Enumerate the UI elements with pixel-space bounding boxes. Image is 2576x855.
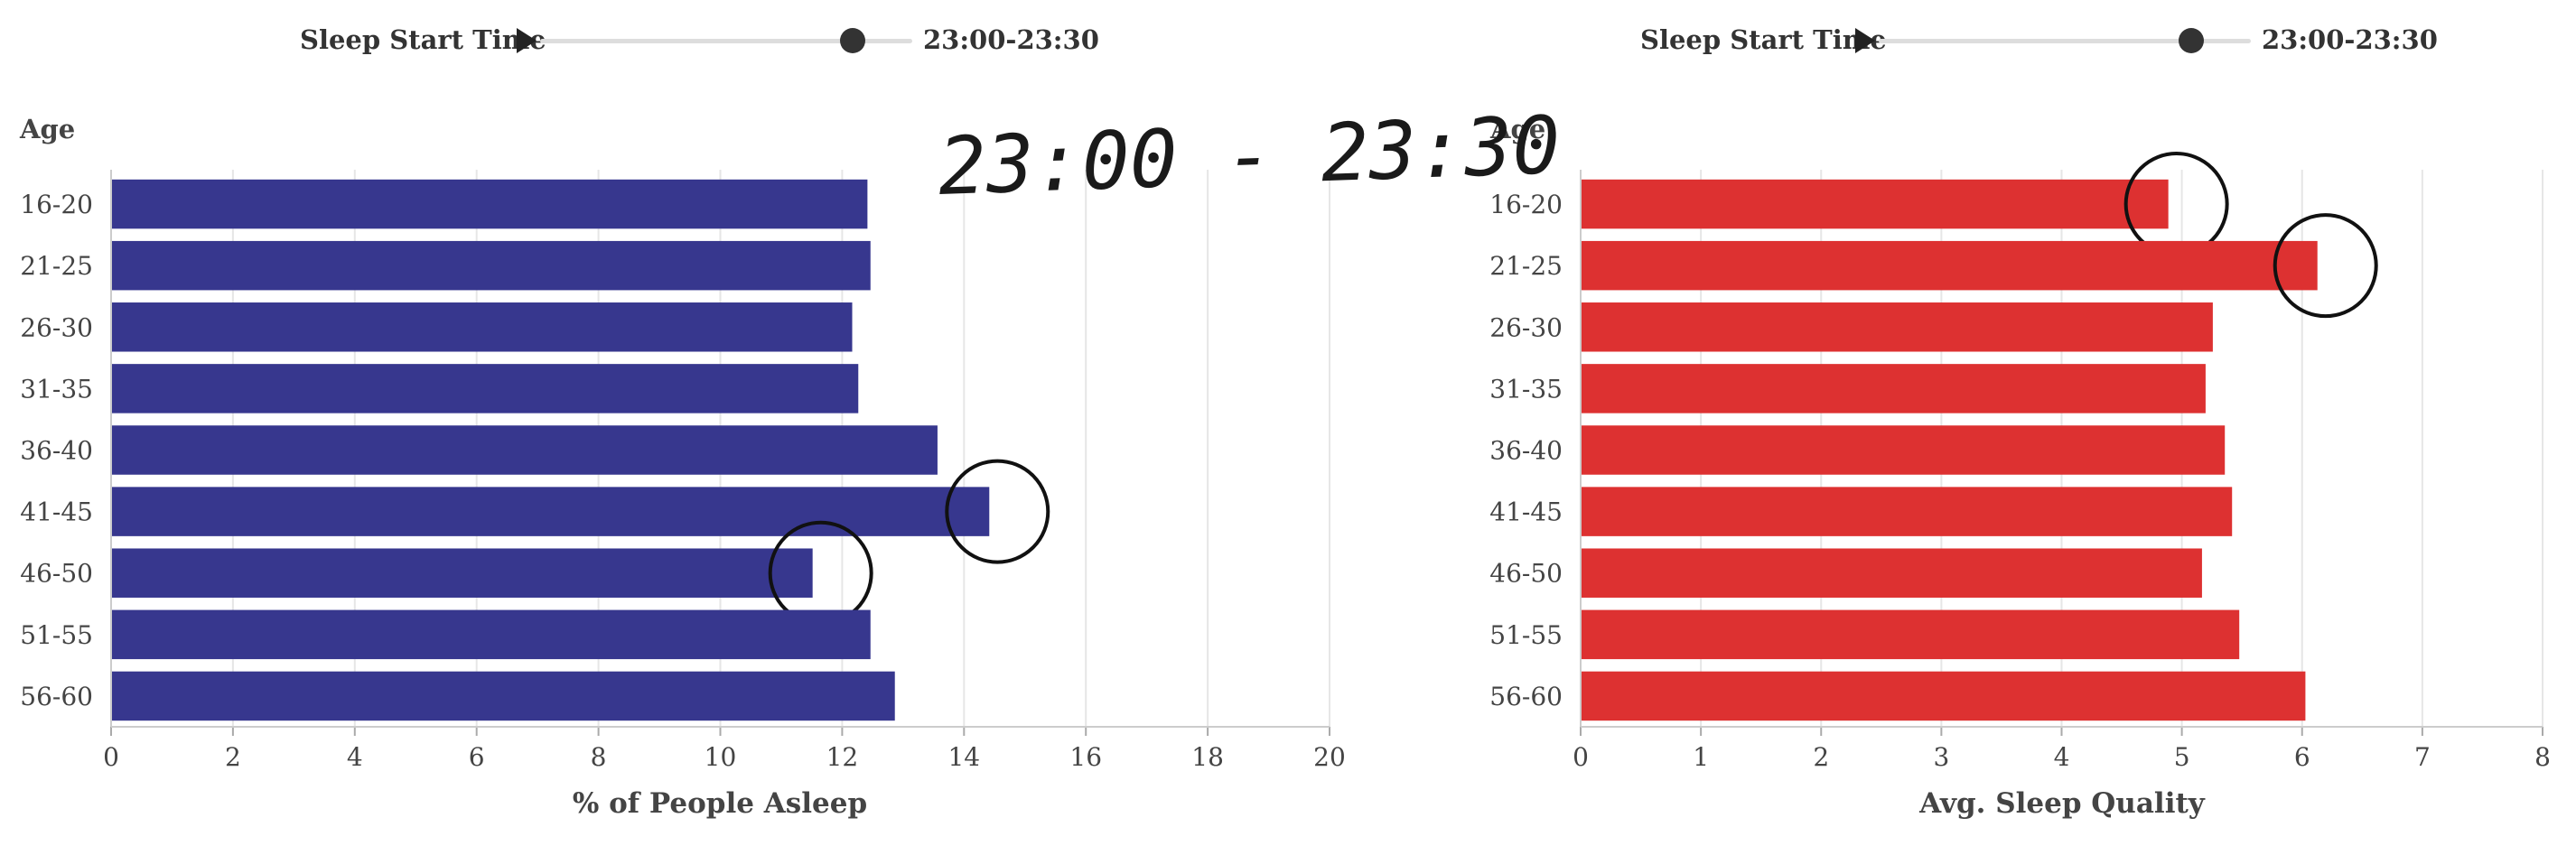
x-tick-label: 16 (1069, 742, 1102, 772)
y-tick-label: 16-20 (1489, 190, 1563, 219)
chart-sleep-quality: 0 1 2 3 4 5 6 7 8 Age Avg. Sleep Quality 16-20 21-25… (1489, 114, 2551, 820)
x-tick-label: 18 (1191, 742, 1224, 772)
x-tick-label: 6 (469, 742, 485, 772)
time-range-right: 23:00-23:30 (2262, 24, 2438, 55)
slider-track-left[interactable] (540, 39, 912, 43)
y-tick-label: 41-45 (20, 497, 93, 527)
right-panel: Sleep Start Time 23:00-23:30 (1288, 0, 2576, 855)
x-tick-label: 4 (2054, 742, 2070, 772)
bar (112, 609, 871, 660)
y-tick-label: 51-55 (1489, 620, 1563, 650)
y-tick-label: 26-30 (20, 312, 93, 342)
bar (1582, 487, 2233, 536)
y-tick-label: 36-40 (1489, 436, 1563, 466)
y-tick-label: 21-25 (1489, 251, 1563, 281)
x-axis-title: Avg. Sleep Quality (1918, 787, 2206, 820)
y-axis-title: Age (19, 114, 75, 144)
bar (1582, 425, 2226, 475)
x-tick-label: 12 (826, 742, 859, 772)
y-tick-label: 31-35 (20, 374, 93, 404)
bar (112, 671, 895, 721)
x-tick-label: 8 (2534, 742, 2551, 772)
x-axis-title: % of People Asleep (573, 787, 867, 820)
x-tick-label: 8 (591, 742, 607, 772)
bar (1582, 609, 2240, 660)
bar (1582, 548, 2202, 598)
play-icon-left[interactable] (517, 28, 537, 53)
x-tick-label: 0 (103, 742, 119, 772)
x-tick-label: 1 (1693, 742, 1709, 772)
x-tick-label: 7 (2414, 742, 2431, 772)
y-tick-label: 31-35 (1489, 374, 1563, 404)
time-range-left: 23:00-23:30 (923, 24, 1099, 55)
y-tick-label: 26-30 (1489, 312, 1563, 342)
x-tick-label: 20 (1313, 742, 1346, 772)
left-panel: Sleep Start Time 23:00-23:30 (300, 24, 1099, 55)
bar (112, 425, 938, 475)
y-tick-label: 51-55 (20, 620, 93, 650)
bar (112, 548, 813, 598)
chart-pct-asleep: 0 2 4 6 8 10 12 14 16 18 20 Age % of People Asleep 16… (19, 114, 1346, 820)
x-tick-label: 0 (1573, 742, 1589, 772)
x-tick-label: 6 (2294, 742, 2310, 772)
bar (112, 487, 990, 536)
handwritten-annotation: 23:00 - 23:30 (937, 98, 1562, 213)
y-tick-label: 46-50 (1489, 559, 1563, 589)
sleep-start-label-left: Sleep Start Time (300, 24, 546, 55)
sleep-start-label-right: Sleep Start Time (1640, 24, 1887, 55)
bar (112, 364, 859, 414)
y-tick-label: 41-45 (1489, 497, 1563, 527)
y-tick-label: 56-60 (20, 682, 93, 711)
y-axis-title: Age (1489, 114, 1545, 144)
x-tick-label: 2 (1813, 742, 1829, 772)
play-icon-right[interactable] (1855, 28, 1875, 53)
y-tick-label: 56-60 (1489, 682, 1563, 711)
bar (112, 179, 868, 229)
slider-thumb-right[interactable] (2179, 28, 2205, 53)
y-tick-label: 46-50 (20, 559, 93, 589)
bar (1582, 240, 2318, 291)
bar (1582, 302, 2213, 352)
x-tick-label: 4 (347, 742, 363, 772)
slider-track-right[interactable] (1879, 39, 2251, 43)
bar (112, 302, 853, 352)
annotation-circle (2273, 213, 2378, 319)
slider-thumb-left[interactable] (840, 28, 866, 53)
y-tick-label: 21-25 (20, 251, 93, 281)
x-tick-label: 10 (705, 742, 737, 772)
x-tick-label: 14 (947, 742, 980, 772)
annotation-circle (945, 459, 1050, 564)
x-tick-label: 2 (225, 742, 241, 772)
bar (1582, 179, 2169, 229)
y-tick-label: 16-20 (20, 190, 93, 219)
x-tick-label: 5 (2174, 742, 2190, 772)
bar (1582, 671, 2306, 721)
bar (1582, 364, 2206, 414)
x-tick-label: 3 (1933, 742, 1949, 772)
y-tick-label: 36-40 (20, 436, 93, 466)
bar (112, 240, 871, 291)
